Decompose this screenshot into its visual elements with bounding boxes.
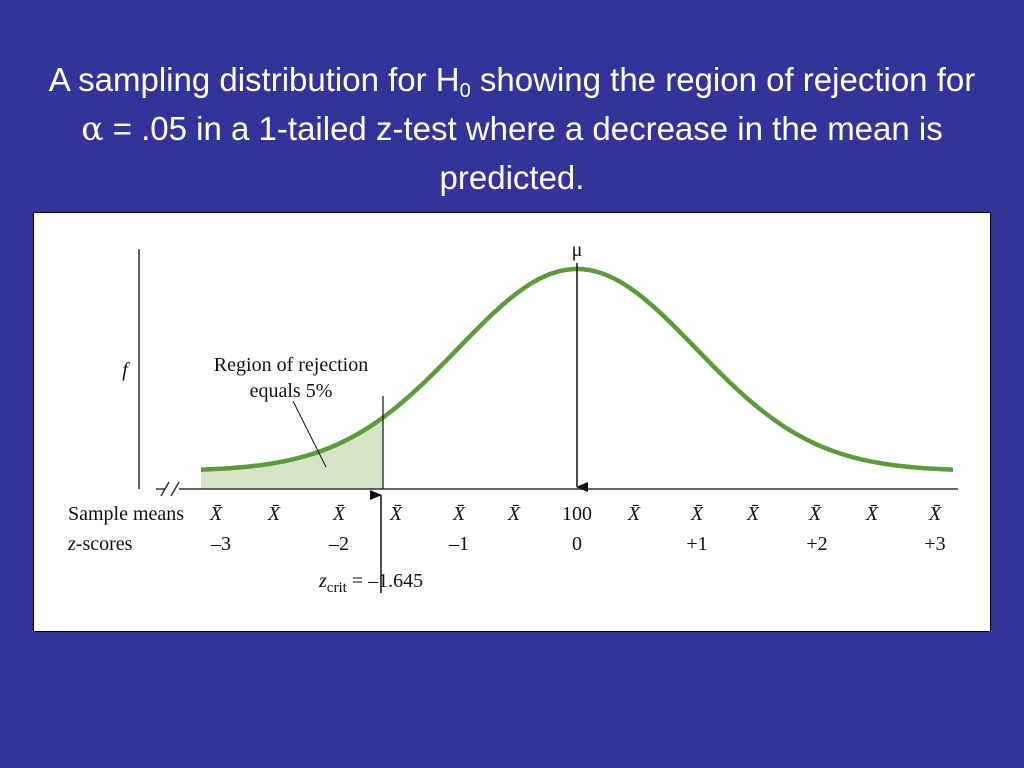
- z-score-label: +1: [686, 533, 707, 555]
- title-text: = .05 in a 1-tailed z-test where a decre…: [103, 110, 943, 196]
- sample-mean-label: X̄: [865, 503, 879, 525]
- slide-title: A sampling distribution for H0 showing t…: [42, 55, 982, 202]
- title-subscript: 0: [459, 80, 471, 102]
- title-text: showing the region of rejection for: [470, 61, 976, 98]
- z-crit-value: = –1.645: [347, 570, 423, 592]
- z-crit-subscript: crit: [327, 580, 348, 596]
- sample-mean-label: X̄: [928, 503, 942, 525]
- z-score-label: +2: [806, 533, 827, 555]
- sample-mean-label: X̄: [332, 503, 346, 525]
- y-axis-label: f: [122, 359, 130, 381]
- axis-break: [160, 481, 170, 497]
- sample-mean-label: X̄: [808, 503, 822, 525]
- sample-mean-label: 100: [562, 503, 592, 525]
- annotation-pointer: [292, 400, 327, 468]
- title-text: A sampling distribution for H: [48, 61, 460, 98]
- sample-mean-label: X̄: [627, 503, 641, 525]
- annotation: Region of rejection: [214, 354, 368, 376]
- axis-break: [170, 481, 180, 497]
- z-score-label: –2: [328, 533, 349, 555]
- distribution-diagram: μ f Region of rejection equals 5% Sample…: [67, 239, 958, 596]
- mu-label: μ: [572, 239, 583, 261]
- z-score-label: 0: [572, 533, 582, 555]
- figure-panel: μ f Region of rejection equals 5% Sample…: [33, 212, 991, 632]
- sample-mean-label: X̄: [209, 503, 223, 525]
- z-symbol: z: [67, 533, 76, 555]
- row-label: z-scores: [67, 533, 133, 555]
- row-label: Sample means: [68, 503, 184, 525]
- z-score-label: –3: [210, 533, 231, 555]
- sample-mean-label: X̄: [452, 503, 466, 525]
- z-symbol: z: [318, 570, 327, 592]
- row-label-text: -scores: [76, 533, 133, 555]
- annotation: equals 5%: [250, 380, 333, 402]
- sample-mean-label: X̄: [267, 503, 281, 525]
- z-crit-label: zcrit = –1.645: [318, 570, 423, 596]
- axis-break-gap: [165, 481, 179, 497]
- z-score-label: +3: [924, 533, 945, 555]
- title-alpha: α: [81, 109, 104, 148]
- z-score-label: –1: [448, 533, 469, 555]
- sample-mean-label: X̄: [746, 503, 760, 525]
- rejection-region: [201, 417, 383, 489]
- sample-mean-label: X̄: [690, 503, 704, 525]
- sample-mean-label: X̄: [507, 503, 521, 525]
- sample-mean-label: X̄: [389, 503, 403, 525]
